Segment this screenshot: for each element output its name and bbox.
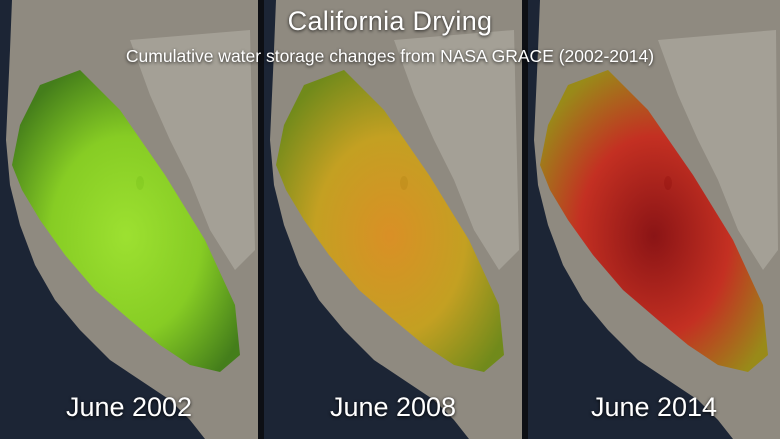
sierra-highlands <box>130 30 255 270</box>
map-panel-2014: June 2014 <box>528 0 780 439</box>
map-panel-2008: June 2008 <box>264 0 522 439</box>
figure-subtitle: Cumulative water storage changes from NA… <box>125 46 655 66</box>
water-storage-layer <box>12 70 240 372</box>
panel-date-label: June 2002 <box>65 392 193 422</box>
panel-date-label: June 2008 <box>329 392 457 422</box>
california-map-2002 <box>0 0 258 439</box>
panel-date-label: June 2014 <box>590 392 718 422</box>
water-storage-layer <box>276 70 504 372</box>
california-map-2008 <box>264 0 522 439</box>
map-panel-2002: June 2002 <box>0 0 258 439</box>
panel-divider <box>522 0 528 439</box>
panel-divider <box>258 0 264 439</box>
figure-title: California Drying <box>287 6 493 36</box>
sierra-highlands <box>394 30 519 270</box>
water-storage-layer <box>540 70 768 372</box>
california-map-2014 <box>528 0 780 439</box>
sierra-highlands <box>658 30 778 270</box>
